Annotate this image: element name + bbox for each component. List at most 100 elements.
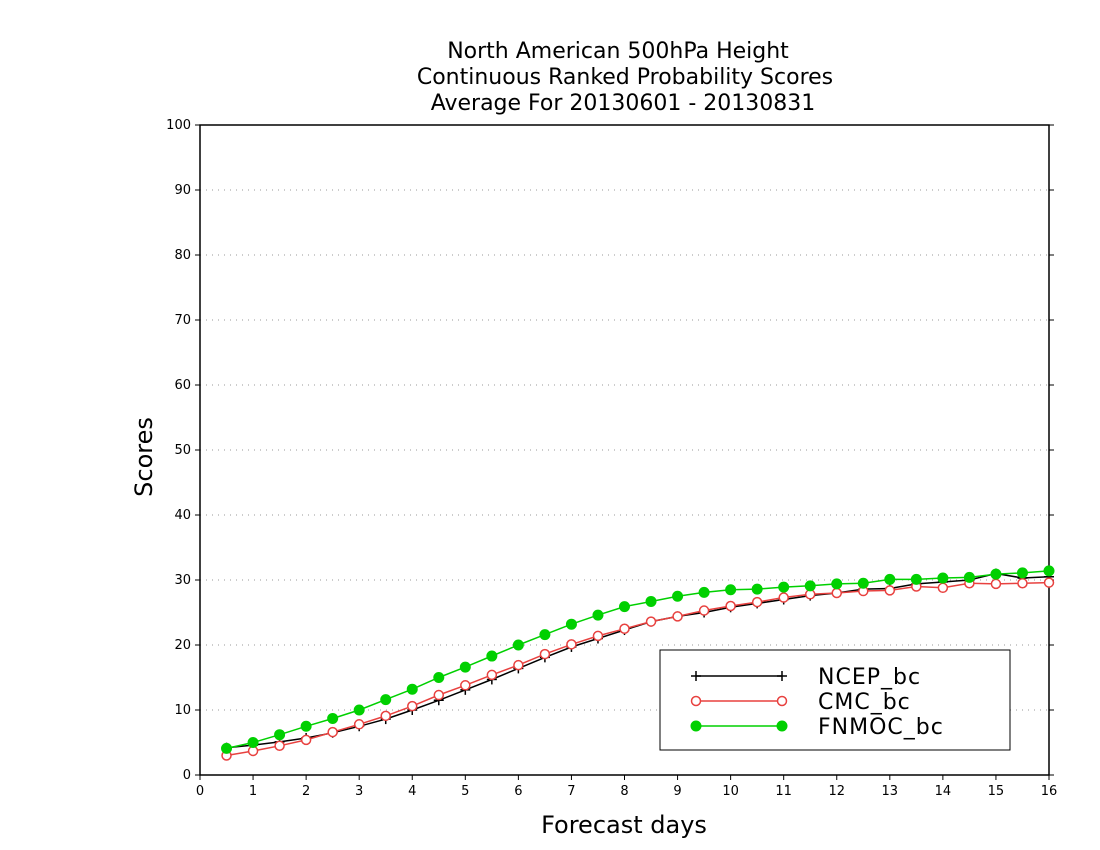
data-point-cmc-bc bbox=[300, 734, 312, 746]
legend-marker-start-fnmoc-bc bbox=[690, 720, 702, 732]
y-tick-label: 30 bbox=[174, 573, 191, 588]
y-tick-label: 60 bbox=[174, 378, 191, 393]
data-point-fnmoc-bc bbox=[539, 629, 551, 641]
legend-entry-ncep-bc: NCEP_bc bbox=[691, 665, 921, 690]
data-point-fnmoc-bc bbox=[247, 737, 259, 748]
y-tick-label: 90 bbox=[174, 183, 191, 198]
data-point-fnmoc-bc bbox=[300, 720, 312, 732]
data-point-fnmoc-bc bbox=[512, 639, 524, 651]
legend-label-cmc-bc: CMC_bc bbox=[818, 690, 911, 715]
data-point-fnmoc-bc bbox=[831, 578, 843, 590]
x-tick-label: 15 bbox=[988, 784, 1005, 799]
data-point-fnmoc-bc bbox=[406, 683, 418, 695]
data-point-fnmoc-bc bbox=[725, 584, 737, 596]
data-point-cmc-bc bbox=[725, 600, 736, 612]
data-point-cmc-bc bbox=[1017, 578, 1028, 589]
legend-entry-fnmoc-bc: FNMOC_bc bbox=[690, 715, 944, 740]
legend-marker-start-cmc-bc bbox=[690, 695, 702, 707]
x-tick-label: 11 bbox=[775, 784, 792, 799]
data-point-fnmoc-bc bbox=[592, 609, 604, 621]
data-point-cmc-bc bbox=[513, 659, 524, 671]
x-tick-label: 1 bbox=[249, 784, 257, 799]
data-point-fnmoc-bc bbox=[910, 573, 922, 585]
data-point-cmc-bc bbox=[460, 680, 471, 691]
data-point-fnmoc-bc bbox=[645, 595, 657, 607]
data-point-fnmoc-bc bbox=[884, 573, 896, 585]
legend-marker-end-cmc-bc bbox=[776, 695, 788, 707]
data-point-cmc-bc bbox=[672, 611, 683, 622]
legend-entry-cmc-bc: CMC_bc bbox=[690, 690, 911, 715]
y-tick-label: 80 bbox=[174, 248, 191, 263]
data-point-cmc-bc bbox=[619, 623, 630, 634]
y-tick-label: 0 bbox=[183, 768, 191, 783]
data-point-cmc-bc bbox=[407, 700, 418, 712]
legend-marker-end-ncep-bc bbox=[777, 671, 787, 681]
data-point-cmc-bc bbox=[380, 710, 391, 722]
data-point-cmc-bc bbox=[327, 726, 338, 738]
chart-title-line-3: Average For 20130601 - 20130831 bbox=[431, 91, 816, 116]
legend-label-ncep-bc: NCEP_bc bbox=[818, 665, 921, 690]
y-tick-label: 10 bbox=[174, 703, 191, 718]
x-tick-label: 0 bbox=[196, 784, 204, 799]
data-point-fnmoc-bc bbox=[778, 581, 790, 593]
data-point-fnmoc-bc bbox=[804, 580, 816, 592]
x-tick-label: 16 bbox=[1041, 784, 1058, 799]
legend-marker-end-fnmoc-bc bbox=[776, 720, 788, 732]
y-tick-label: 40 bbox=[174, 508, 191, 523]
legend-box bbox=[659, 649, 1011, 751]
data-point-cmc-bc bbox=[751, 596, 763, 608]
data-point-cmc-bc bbox=[539, 648, 551, 660]
y-tick-label: 70 bbox=[174, 313, 191, 328]
data-point-fnmoc-bc bbox=[274, 729, 286, 741]
data-point-fnmoc-bc bbox=[990, 568, 1002, 580]
x-tick-label: 10 bbox=[722, 784, 739, 799]
x-tick-label: 3 bbox=[355, 784, 363, 799]
data-point-fnmoc-bc bbox=[486, 650, 498, 662]
data-point-fnmoc-bc bbox=[353, 704, 365, 716]
data-point-fnmoc-bc bbox=[619, 601, 630, 613]
data-point-fnmoc-bc bbox=[698, 586, 710, 598]
data-point-cmc-bc bbox=[778, 592, 789, 603]
y-tick-label: 20 bbox=[174, 638, 191, 653]
data-point-cmc-bc bbox=[937, 582, 949, 594]
data-point-fnmoc-bc bbox=[857, 577, 869, 589]
chart-title-line-1: North American 500hPa Height bbox=[447, 39, 789, 64]
x-tick-label: 14 bbox=[935, 784, 952, 799]
data-point-cmc-bc bbox=[645, 616, 657, 627]
legend-marker-start-ncep-bc bbox=[691, 671, 701, 681]
data-point-fnmoc-bc bbox=[672, 590, 684, 602]
data-point-cmc-bc bbox=[698, 605, 710, 616]
data-point-cmc-bc bbox=[486, 669, 498, 681]
x-tick-label: 6 bbox=[514, 784, 522, 799]
data-point-fnmoc-bc bbox=[963, 571, 975, 583]
data-point-fnmoc-bc bbox=[433, 672, 445, 683]
x-tick-label: 12 bbox=[828, 784, 845, 799]
data-point-cmc-bc bbox=[831, 587, 842, 599]
x-tick-label: 13 bbox=[882, 784, 899, 799]
series-lines bbox=[221, 565, 1055, 761]
data-point-cmc-bc bbox=[592, 630, 604, 642]
series-fnmoc-bc bbox=[221, 565, 1055, 754]
data-point-fnmoc-bc bbox=[221, 742, 233, 754]
x-tick-label: 7 bbox=[567, 784, 575, 799]
data-point-fnmoc-bc bbox=[327, 712, 339, 724]
y-tick-label: 50 bbox=[174, 443, 191, 458]
data-point-cmc-bc bbox=[274, 740, 285, 751]
data-point-fnmoc-bc bbox=[565, 618, 577, 630]
data-point-cmc-bc bbox=[353, 719, 365, 730]
data-point-cmc-bc bbox=[990, 578, 1002, 590]
x-tick-label: 9 bbox=[673, 784, 681, 799]
data-point-fnmoc-bc bbox=[751, 583, 763, 595]
y-axis-title: Scores bbox=[130, 417, 158, 497]
data-point-fnmoc-bc bbox=[1043, 565, 1055, 577]
legend-label-fnmoc-bc: FNMOC_bc bbox=[818, 715, 944, 740]
x-axis-title: Forecast days bbox=[541, 811, 707, 839]
x-tick-label: 8 bbox=[620, 784, 628, 799]
data-point-cmc-bc bbox=[884, 585, 896, 596]
data-point-fnmoc-bc bbox=[459, 661, 471, 673]
series-cmc-bc bbox=[221, 577, 1055, 761]
data-point-cmc-bc bbox=[566, 639, 577, 650]
